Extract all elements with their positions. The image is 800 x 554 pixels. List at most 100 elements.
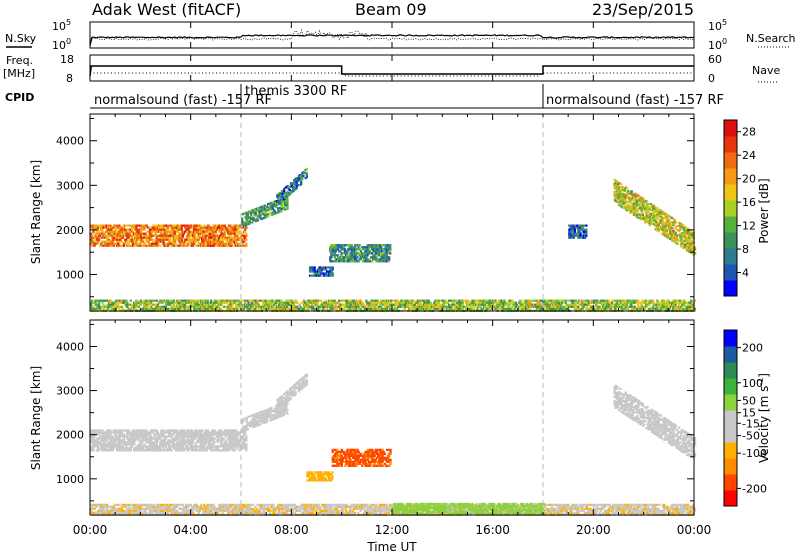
range-cell <box>386 256 390 259</box>
range-cell <box>674 239 677 242</box>
range-cell <box>111 240 114 243</box>
range-cell <box>126 429 129 432</box>
range-cell <box>384 303 387 306</box>
range-cell <box>237 226 240 229</box>
range-cell <box>90 244 93 247</box>
range-cell <box>125 238 128 241</box>
colorbar-tick-label: 16 <box>742 196 756 209</box>
range-cell <box>578 230 581 233</box>
range-cell <box>418 305 421 308</box>
range-cell <box>315 299 318 302</box>
range-cell <box>233 238 237 241</box>
range-cell <box>117 303 120 306</box>
range-cell <box>188 232 191 235</box>
range-cell <box>250 303 254 306</box>
range-cell <box>94 236 97 239</box>
range-cell <box>644 207 647 210</box>
range-cell <box>361 256 365 259</box>
range-cell <box>623 307 626 310</box>
range-cell <box>265 301 268 304</box>
range-cell <box>366 258 369 261</box>
range-cell <box>111 242 114 245</box>
range-cell <box>250 307 254 310</box>
range-cell <box>352 248 356 251</box>
range-cell <box>671 233 674 236</box>
range-cell <box>312 305 315 308</box>
range-cell <box>615 184 618 187</box>
range-cell <box>451 303 454 306</box>
range-cell <box>174 449 178 452</box>
range-cell <box>147 234 151 237</box>
range-cell <box>101 301 104 304</box>
range-cell <box>150 301 153 304</box>
range-cell <box>686 303 690 306</box>
range-cell <box>348 256 351 259</box>
range-cell <box>91 299 94 302</box>
range-cell <box>568 234 571 237</box>
range-cell <box>213 299 216 302</box>
range-cell <box>341 256 344 259</box>
range-cell <box>361 260 365 263</box>
range-cell <box>630 303 633 306</box>
range-cell <box>585 224 588 227</box>
range-cell <box>160 234 163 237</box>
range-cell <box>133 443 136 446</box>
range-cell <box>506 303 510 306</box>
range-cell <box>550 305 554 308</box>
range-cell <box>138 244 141 247</box>
range-cell <box>313 268 316 271</box>
range-cell <box>384 250 387 253</box>
range-cell <box>150 236 153 239</box>
range-cell <box>109 443 112 446</box>
range-cell <box>389 305 392 308</box>
range-cell <box>433 305 436 308</box>
range-cell <box>667 215 671 218</box>
range-cell <box>634 299 637 302</box>
range-cell <box>101 230 104 233</box>
range-cell <box>136 234 139 237</box>
range-cell <box>143 305 146 308</box>
range-cell <box>680 245 683 248</box>
range-cell <box>185 238 188 241</box>
range-cell <box>185 228 188 231</box>
range-cell <box>146 449 149 452</box>
range-cell <box>213 234 216 237</box>
range-cell <box>322 274 325 277</box>
range-cell <box>213 303 216 306</box>
range-cell <box>113 242 117 245</box>
noise-panel: N.Sky 105 100 105 100 N.Search <box>5 18 796 52</box>
range-cell <box>661 301 665 304</box>
range-cell <box>341 252 344 255</box>
range-cell <box>380 246 383 249</box>
range-cell <box>420 307 423 310</box>
range-cell <box>185 301 188 304</box>
range-cell <box>631 198 634 202</box>
range-cell <box>146 447 149 450</box>
range-cell <box>664 234 667 237</box>
range-cell <box>620 203 623 206</box>
range-cell <box>460 299 463 302</box>
range-cell <box>485 305 488 308</box>
range-cell <box>656 299 659 302</box>
range-cell <box>295 299 298 302</box>
range-cell <box>173 443 177 446</box>
range-cell <box>101 236 104 239</box>
range-cell <box>169 236 172 239</box>
colorbar-swatch <box>724 280 737 297</box>
range-cell <box>213 301 216 304</box>
range-cell <box>358 244 361 247</box>
range-cell <box>235 242 238 245</box>
range-cell <box>159 228 162 231</box>
range-cell <box>466 301 469 304</box>
range-cell <box>667 299 670 302</box>
range-cell <box>143 228 146 231</box>
range-cell <box>134 307 137 310</box>
range-cell <box>176 441 179 444</box>
range-cell <box>377 252 381 255</box>
range-cell <box>235 230 238 233</box>
range-cell <box>248 212 252 215</box>
range-cell <box>329 246 332 249</box>
range-cell <box>439 299 443 302</box>
range-cell <box>444 299 447 302</box>
range-cell <box>683 301 686 304</box>
